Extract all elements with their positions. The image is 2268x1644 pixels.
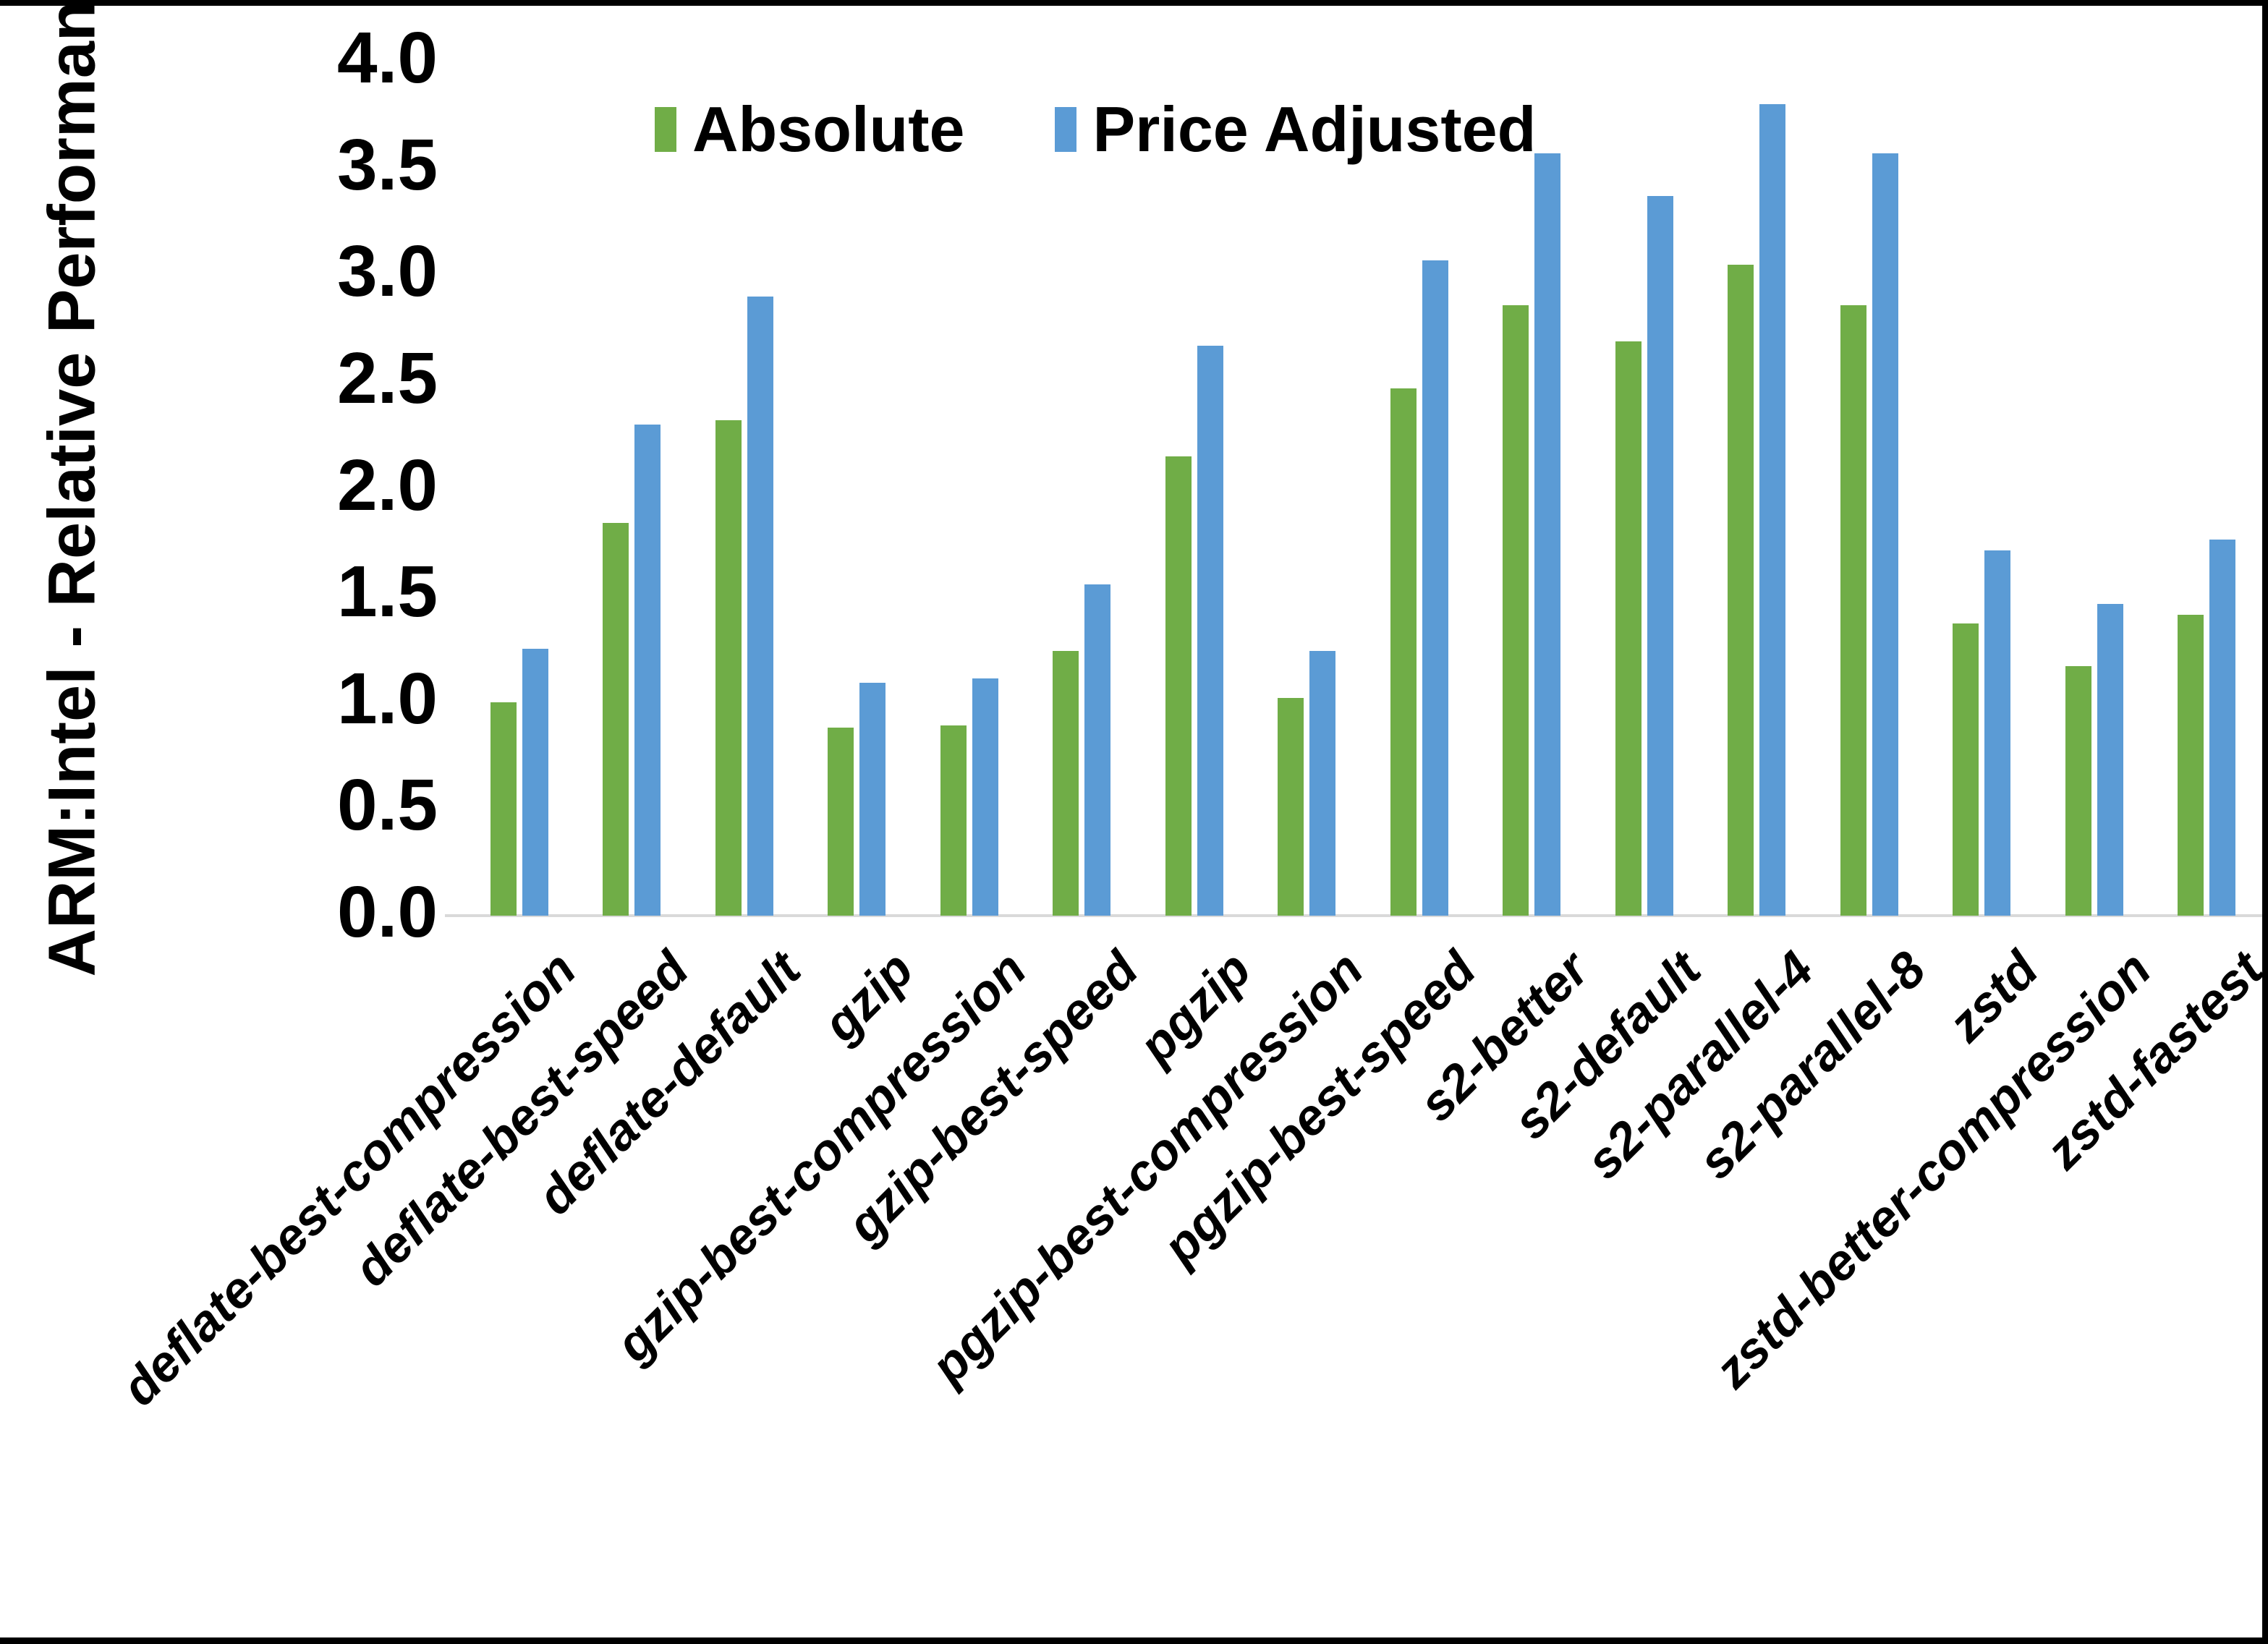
bar-group-deflate-best-compression — [463, 61, 576, 916]
y-axis-tick-labels: 4.0 3.5 3.0 2.5 2.0 1.5 1.0 0.5 0.0 — [203, 6, 438, 1637]
y-tick-label-1.0: 1.0 — [336, 657, 438, 739]
bar-group-zstd-better-compression — [2038, 61, 2151, 916]
y-tick-label-0.0: 0.0 — [336, 871, 438, 953]
legend-label-absolute: Absolute — [692, 93, 965, 165]
y-tick-label-2.0: 2.0 — [336, 444, 438, 526]
bar-price-adjusted-deflate-best-speed — [634, 424, 661, 916]
y-tick-label-2.5: 2.5 — [336, 337, 438, 419]
bar-group-s2-parallel-8 — [1813, 61, 1926, 916]
bar-absolute-gzip — [828, 728, 854, 916]
bar-group-pgzip-best-speed — [1363, 61, 1476, 916]
bar-price-adjusted-pgzip-best-speed — [1422, 260, 1448, 916]
bar-absolute-pgzip-best-compression — [1278, 697, 1304, 916]
bar-group-deflate-default — [688, 61, 801, 916]
bar-group-zstd-fastest — [2151, 61, 2263, 916]
bar-group-gzip-best-compression — [913, 61, 1026, 916]
bar-absolute-pgzip-best-speed — [1390, 388, 1417, 916]
y-tick-label-4.0: 4.0 — [336, 17, 438, 98]
bar-group-pgzip-best-compression — [1251, 61, 1364, 916]
bar-price-adjusted-deflate-best-compression — [522, 648, 548, 916]
y-tick-label-3.0: 3.0 — [336, 231, 438, 312]
bar-absolute-deflate-best-speed — [603, 522, 629, 916]
bar-price-adjusted-s2-parallel-8 — [1872, 153, 1898, 916]
bar-group-zstd — [1926, 61, 2039, 916]
bar-absolute-zstd — [1953, 623, 1979, 916]
bar-price-adjusted-zstd — [1984, 550, 2011, 916]
bar-group-s2-default — [1588, 61, 1701, 916]
bar-absolute-s2-better — [1503, 304, 1529, 916]
bar-absolute-deflate-default — [715, 420, 742, 916]
bar-price-adjusted-gzip-best-compression — [972, 678, 998, 916]
bar-price-adjusted-s2-better — [1534, 153, 1561, 916]
bar-price-adjusted-gzip — [859, 683, 886, 916]
bar-group-s2-better — [1476, 61, 1589, 916]
bar-group-s2-parallel-4 — [1701, 61, 1814, 916]
legend-label-price-adjusted: Price Adjusted — [1092, 93, 1537, 165]
bar-price-adjusted-pgzip — [1197, 345, 1223, 916]
plot-area — [463, 61, 2263, 916]
bar-absolute-gzip-best-compression — [940, 725, 967, 916]
x-axis-line — [445, 914, 2262, 917]
bar-absolute-zstd-fastest — [2178, 614, 2204, 916]
legend-item-absolute: Absolute — [655, 93, 964, 166]
bar-price-adjusted-zstd-better-compression — [2097, 603, 2123, 916]
bar-absolute-s2-default — [1615, 341, 1641, 916]
bar-price-adjusted-deflate-default — [747, 296, 773, 916]
bar-price-adjusted-s2-parallel-4 — [1759, 104, 1786, 916]
bar-groups — [463, 61, 2263, 916]
bar-group-gzip — [801, 61, 914, 916]
bar-price-adjusted-s2-default — [1647, 196, 1673, 916]
bar-price-adjusted-pgzip-best-compression — [1309, 650, 1336, 916]
bar-group-deflate-best-speed — [576, 61, 689, 916]
bar-price-adjusted-zstd-fastest — [2209, 540, 2236, 916]
bar-price-adjusted-gzip-best-speed — [1084, 584, 1111, 916]
legend-item-price-adjusted: Price Adjusted — [1055, 93, 1536, 166]
y-tick-label-3.5: 3.5 — [336, 124, 438, 205]
y-tick-label-1.5: 1.5 — [336, 551, 438, 633]
price-adjusted-swatch-icon — [1055, 107, 1077, 152]
y-tick-label-0.5: 0.5 — [336, 764, 438, 846]
bar-absolute-deflate-best-compression — [490, 702, 517, 916]
y-axis-title: ARM:Intel - Relative Performance — [35, 0, 109, 977]
bar-group-pgzip — [1138, 61, 1251, 916]
bar-absolute-zstd-better-compression — [2065, 665, 2091, 916]
bar-absolute-gzip-best-speed — [1053, 650, 1079, 916]
legend: Absolute Price Adjusted — [655, 93, 1536, 166]
bar-absolute-pgzip — [1165, 456, 1192, 916]
bar-absolute-s2-parallel-8 — [1840, 304, 1866, 916]
bar-group-gzip-best-speed — [1026, 61, 1139, 916]
bar-absolute-s2-parallel-4 — [1728, 264, 1754, 916]
absolute-swatch-icon — [655, 107, 676, 152]
